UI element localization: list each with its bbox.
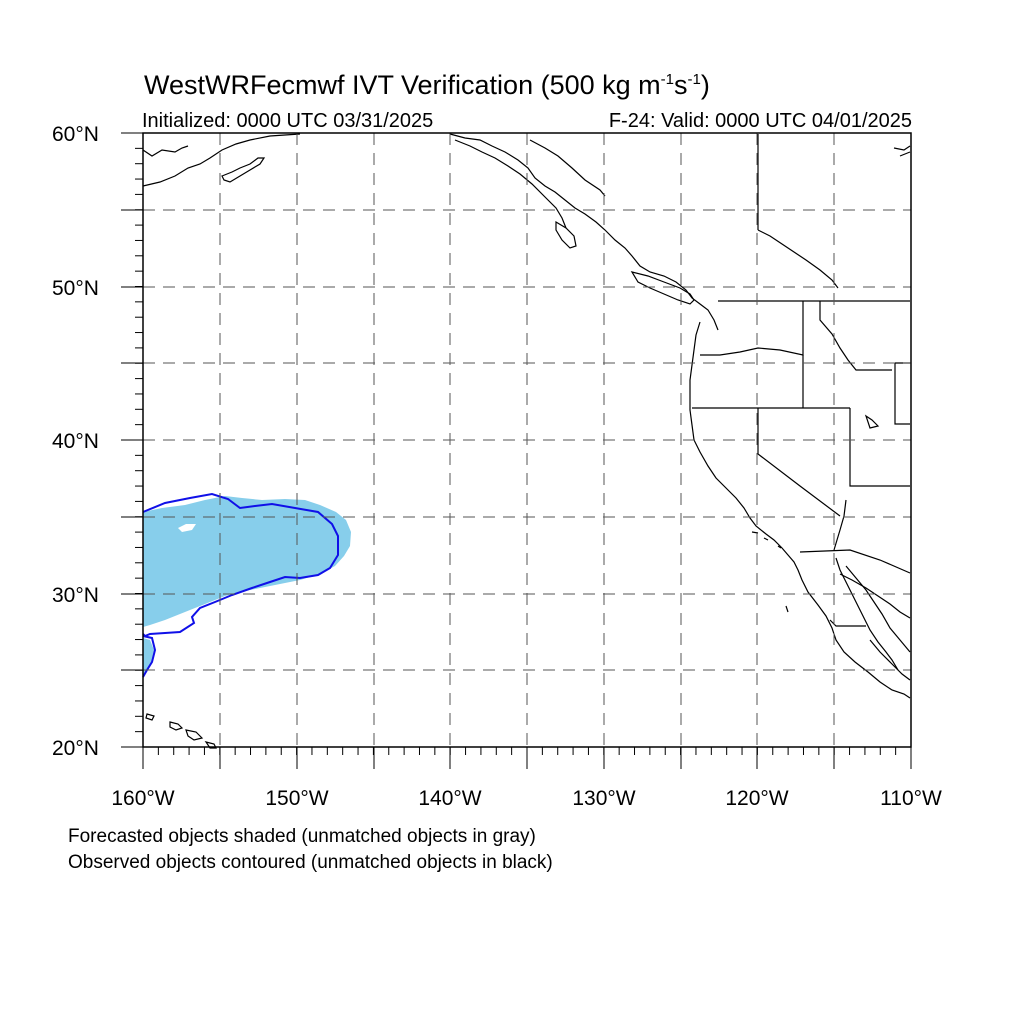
forecast-caption: Forecasted objects shaded (unmatched obj… <box>68 826 536 847</box>
forecast-object-small <box>143 638 154 676</box>
lon-label-120w: 120°W <box>725 787 788 810</box>
coastlines <box>142 133 911 749</box>
map-title: WestWRFecmwf IVT Verification (500 kg m-… <box>144 70 710 100</box>
forecast-object-hole <box>178 524 196 532</box>
observed-contour <box>142 492 339 638</box>
lat-label-40: 40°N <box>52 430 99 453</box>
observed-caption: Observed objects contoured (unmatched ob… <box>68 852 553 873</box>
lat-label-60: 60°N <box>52 123 99 146</box>
lat-label-30: 30°N <box>52 584 99 607</box>
observed-contour-south <box>142 635 157 678</box>
minor-ticks <box>135 132 912 755</box>
lat-label-50: 50°N <box>52 277 99 300</box>
lon-label-110w: 110°W <box>880 787 942 810</box>
init-time-label: Initialized: 0000 UTC 03/31/2025 <box>142 110 434 132</box>
lon-label-150w: 150°W <box>265 787 328 810</box>
axis-ticks <box>121 132 912 769</box>
lat-label-20: 20°N <box>52 737 99 760</box>
lon-label-140w: 140°W <box>418 787 481 810</box>
valid-time-label: F-24: Valid: 0000 UTC 04/01/2025 <box>608 110 912 132</box>
lon-label-160w: 160°W <box>111 787 174 810</box>
lat-lon-grid <box>143 133 911 747</box>
forecast-object <box>143 496 351 627</box>
lon-label-130w: 130°W <box>572 787 635 810</box>
